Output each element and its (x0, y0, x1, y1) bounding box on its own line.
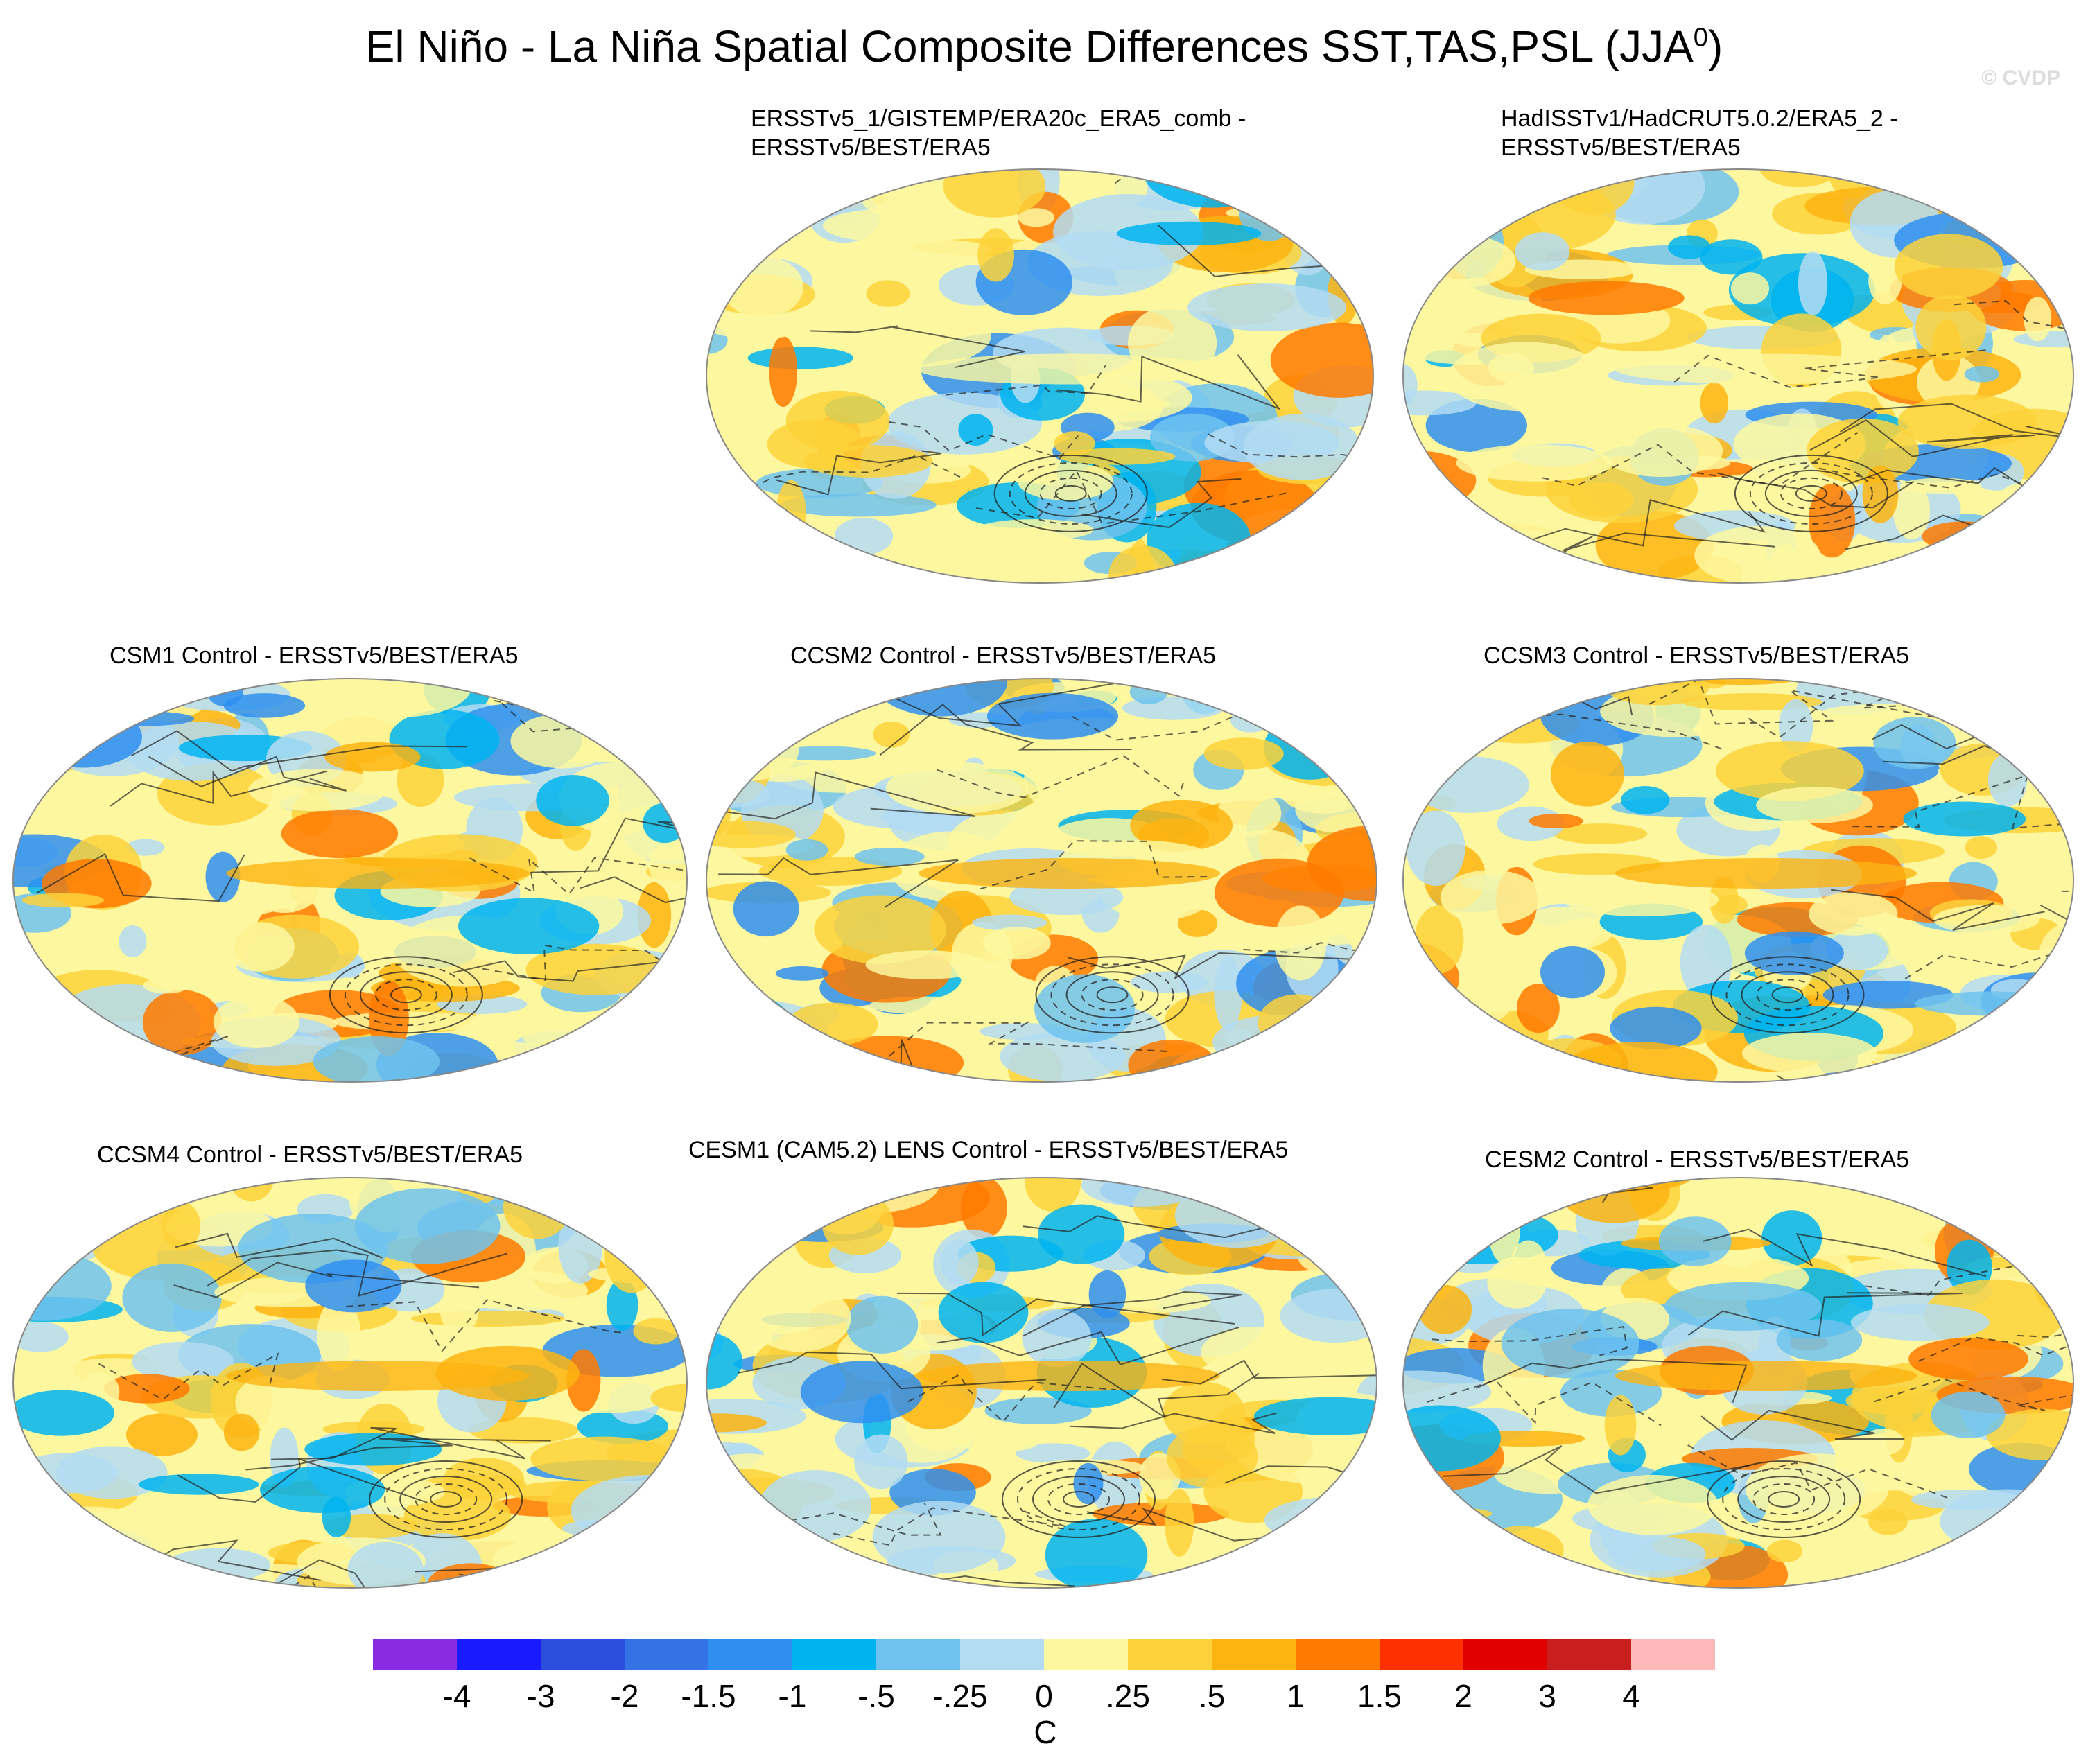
colorbar-tick-label: 1.5 (1357, 1678, 1402, 1714)
panel-title-6: CCSM4 Control - ERSSTv5/BEST/ERA5 (97, 1142, 523, 1168)
colorbar-tick-label: -.25 (932, 1678, 988, 1714)
colorbar-swatch (1631, 1639, 1715, 1670)
colorbar-tick-label: -1.5 (681, 1678, 736, 1714)
colorbar-tick-label: -3 (526, 1678, 555, 1714)
colorbar-tick-label: 2 (1454, 1678, 1472, 1714)
map-panel-7 (706, 1177, 1377, 1589)
colorbar-swatch (1044, 1639, 1129, 1670)
map-panel-6 (12, 1177, 688, 1589)
colorbar-tick-label: -2 (610, 1678, 639, 1714)
colorbar-swatch (1463, 1639, 1548, 1670)
colorbar-tick-label: -.5 (858, 1678, 895, 1714)
panel-title-3: CSM1 Control - ERSSTv5/BEST/ERA5 (110, 643, 519, 669)
colorbar (373, 1639, 1715, 1670)
map-panel-2 (1402, 168, 2074, 584)
colorbar-swatch (457, 1639, 541, 1670)
colorbar-tick-label: 0 (1035, 1678, 1053, 1714)
colorbar-tick-label: -1 (778, 1678, 807, 1714)
panel-title-1: ERSSTv5_1/GISTEMP/ERA20c_ERA5_comb - ERSS… (751, 105, 1246, 161)
colorbar-swatch (373, 1639, 458, 1670)
colorbar-tick-label: 1 (1287, 1678, 1305, 1714)
panel-title-8: CESM2 Control - ERSSTv5/BEST/ERA5 (1485, 1146, 1910, 1173)
colorbar-units: C (1034, 1714, 1057, 1750)
map-panel-1 (706, 168, 1374, 584)
colorbar-tick-label: -4 (442, 1678, 471, 1714)
colorbar-swatch (1380, 1639, 1464, 1670)
panel-title-5: CCSM3 Control - ERSSTv5/BEST/ERA5 (1484, 643, 1910, 669)
map-panel-8 (1402, 1177, 2074, 1589)
colorbar-swatch (708, 1639, 793, 1670)
colorbar-swatch (1547, 1639, 1632, 1670)
panel-title-4: CCSM2 Control - ERSSTv5/BEST/ERA5 (790, 643, 1217, 669)
panel-title-7: CESM1 (CAM5.2) LENS Control - ERSSTv5/BE… (688, 1137, 1289, 1163)
colorbar-swatch (1128, 1639, 1212, 1670)
colorbar-swatch (792, 1639, 877, 1670)
figure-title: El Niño - La Niña Spatial Composite Diff… (365, 21, 1723, 71)
colorbar-tick-label: .5 (1198, 1678, 1226, 1714)
colorbar-swatch (1296, 1639, 1380, 1670)
colorbar-tick-label: .25 (1106, 1678, 1150, 1714)
cvdp-watermark: © CVDP (1981, 67, 2060, 89)
panel-title-2: HadISSTv1/HadCRUT5.0.2/ERA5_2 - ERSSTv5/B… (1501, 105, 1898, 161)
colorbar-tick-label: 4 (1622, 1678, 1640, 1714)
colorbar-tick-label: 3 (1538, 1678, 1556, 1714)
colorbar-swatch (960, 1639, 1045, 1670)
map-panel-5 (1402, 678, 2074, 1083)
colorbar-swatch (541, 1639, 625, 1670)
map-panel-3 (12, 678, 688, 1083)
colorbar-swatch (1212, 1639, 1296, 1670)
colorbar-swatch (876, 1639, 961, 1670)
map-panel-4 (706, 678, 1377, 1083)
colorbar-swatch (625, 1639, 709, 1670)
